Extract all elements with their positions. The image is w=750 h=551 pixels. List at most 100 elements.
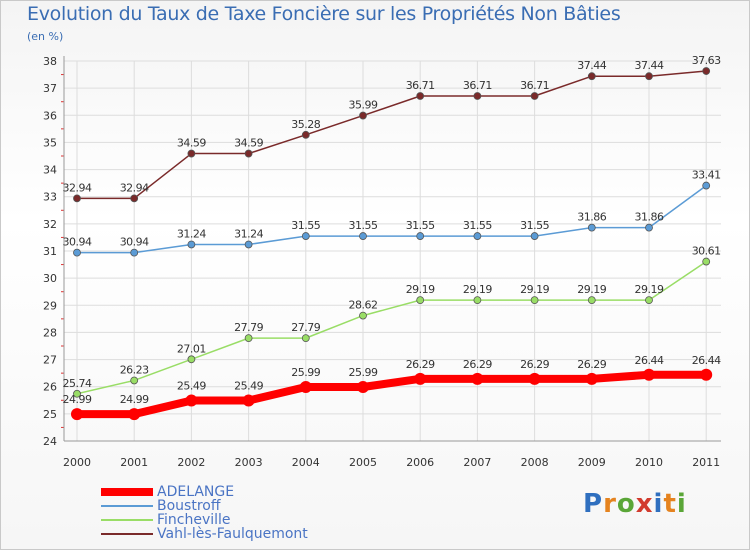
legend-label: Fincheville [157,512,231,528]
data-point [700,368,713,381]
x-tick-label: 2000 [63,456,91,469]
legend-label: ADELANGE [157,484,235,500]
data-point [645,223,653,232]
data-point [530,296,539,305]
chart-unit: (en %) [27,30,64,43]
y-tick-label: 26 [43,381,57,394]
x-tick-label: 2001 [120,456,148,469]
x-tick-label: 2011 [692,456,720,469]
y-tick-label: 27 [43,354,57,367]
y-tick-label: 25 [43,408,57,421]
data-label: 31.86 [635,211,664,224]
data-label: 30.94 [120,236,149,249]
data-label: 32.94 [120,181,149,194]
data-point [187,149,196,158]
data-label: 26.44 [635,354,664,367]
data-label: 24.99 [120,393,149,406]
data-label: 35.99 [349,99,378,112]
series-line-fincheville [76,260,707,395]
data-label: 25.99 [291,366,320,379]
x-tick-label: 2008 [521,456,549,469]
data-point [130,248,139,257]
y-tick-label: 33 [43,191,57,204]
data-label: 26.29 [463,358,492,371]
data-point [587,223,596,232]
y-tick-label: 28 [43,326,57,339]
proxiti-logo: Proxiti [583,489,687,519]
data-label: 31.55 [406,219,435,232]
x-tick-label: 2007 [463,456,491,469]
data-point [587,72,596,81]
data-point [185,394,198,407]
data-point [645,296,653,305]
data-point [301,130,310,139]
data-label: 25.49 [234,380,263,393]
y-tick-label: 35 [43,136,57,149]
data-point [128,408,141,421]
data-label: 30.94 [63,236,92,249]
data-label: 31.24 [177,227,206,240]
data-point [73,389,81,398]
data-point [471,372,484,385]
data-point [473,92,482,100]
data-point [416,92,425,100]
data-point [416,232,425,240]
data-label: 27.79 [234,321,263,334]
data-label: 30.61 [692,245,721,258]
data-point [585,372,598,385]
data-label: 36.71 [406,79,435,92]
x-tick-label: 2002 [177,456,205,469]
data-point [130,194,139,203]
data-point [587,296,596,305]
y-tick-label: 32 [43,218,57,231]
data-point [359,232,367,240]
legend-item: Vahl-lès-Faulquemont [101,527,308,541]
data-point [73,194,81,203]
data-point [187,240,196,249]
y-tick-label: 34 [43,164,57,177]
data-point [187,355,196,364]
y-tick-label: 24 [43,435,57,448]
y-tick-label: 30 [43,272,57,285]
data-point [301,334,310,343]
x-tick-label: 2010 [635,456,663,469]
data-label: 36.71 [463,79,492,92]
legend-swatch [101,505,153,507]
x-tick-label: 2006 [406,456,434,469]
legend-item: ADELANGE [101,485,308,499]
legend-item: Fincheville [101,513,308,527]
data-label: 26.29 [406,358,435,371]
data-label: 25.74 [63,377,92,390]
x-tick-label: 2004 [292,456,320,469]
data-point [301,232,310,240]
data-point [244,334,253,343]
data-point [702,257,711,266]
data-label: 31.55 [463,219,492,232]
data-point [473,232,482,240]
data-label: 37.63 [692,54,721,67]
data-label: 25.49 [177,380,206,393]
data-label: 29.19 [463,283,492,296]
data-point [244,149,253,158]
data-label: 31.55 [520,219,549,232]
data-label: 31.24 [234,227,263,240]
data-label: 29.19 [635,283,664,296]
data-label: 31.55 [291,219,320,232]
data-label: 35.28 [291,118,320,131]
data-label: 34.59 [234,137,263,150]
data-point [643,368,655,381]
series-line-vahl-l-s-faulquemont [77,70,707,200]
data-label: 27.01 [177,342,206,355]
y-tick-label: 29 [43,299,57,312]
data-point [530,92,539,100]
data-label: 27.79 [291,321,320,334]
data-label: 36.71 [520,79,549,92]
data-point [299,380,312,393]
x-tick-label: 2009 [578,456,606,469]
data-point [359,111,367,120]
data-label: 37.44 [577,59,606,72]
data-point [71,408,83,421]
data-point [702,181,711,190]
